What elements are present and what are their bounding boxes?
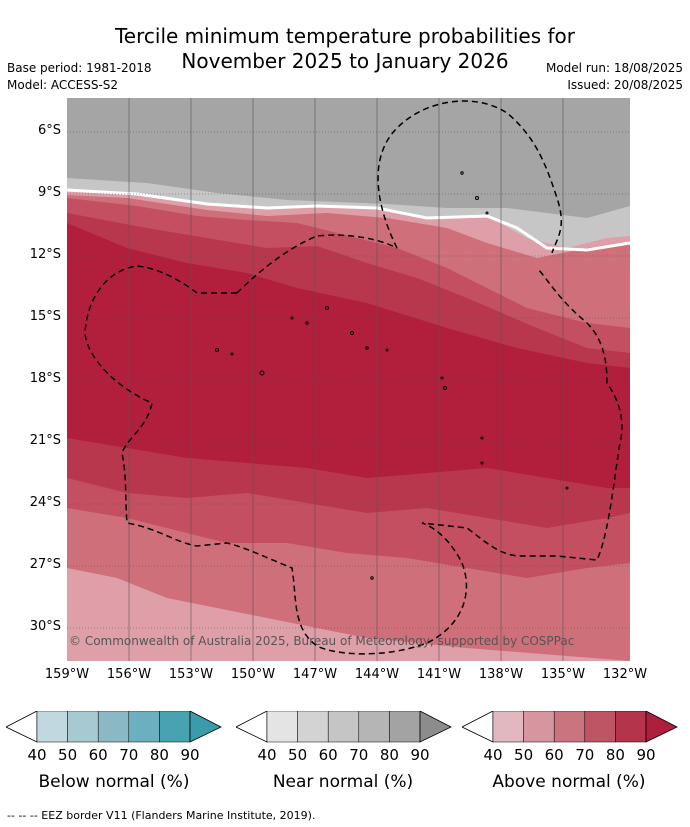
cbar-below-segment <box>97 711 130 743</box>
lat-label: 27°S <box>29 557 61 572</box>
cbar-tick: 80 <box>605 746 625 764</box>
meridians <box>128 98 564 661</box>
eez-footnote: -- -- -- EEZ border V11 (Flanders Marine… <box>7 809 316 822</box>
cbar-tick: 80 <box>379 746 399 764</box>
colorbar-above-normal <box>462 711 678 743</box>
lon-label: 141°W <box>416 667 462 682</box>
copyright-notice: © Commonwealth of Australia 2025, Bureau… <box>69 634 575 648</box>
model-name: Model: ACCESS-S2 <box>7 78 119 92</box>
cbar-above-low-triangle <box>462 711 494 743</box>
cbar-near-high-triangle <box>419 711 452 743</box>
meta-left: Base period: 1981-2018 Model: ACCESS-S2 <box>7 60 152 94</box>
lon-label: 150°W <box>230 667 276 682</box>
cbar-below-title: Below normal (%) <box>38 772 190 792</box>
lat-label: 6°S <box>37 123 61 138</box>
lat-label: 30°S <box>29 619 61 634</box>
cbar-near-segment <box>389 711 421 743</box>
cbar-below-high-triangle <box>189 711 222 743</box>
cbar-tick: 60 <box>544 746 564 764</box>
lon-label: 159°W <box>44 667 90 682</box>
cbar-near-segment <box>327 711 360 743</box>
model-run: Model run: 18/08/2025 <box>545 61 683 75</box>
cbar-near-segment <box>297 711 329 743</box>
cbar-above-segment <box>615 711 647 743</box>
cbar-tick: 70 <box>349 746 369 764</box>
cbar-tick: 80 <box>149 746 169 764</box>
cbar-below-segment <box>67 711 99 743</box>
cbar-above-segment <box>523 711 555 743</box>
cbar-tick: 70 <box>575 746 595 764</box>
colorbar-near-normal <box>236 711 452 743</box>
zone-near-dark <box>67 98 630 218</box>
lon-label: 132°W <box>602 667 648 682</box>
cbar-above-segment <box>553 711 586 743</box>
cbar-above-segment <box>492 711 524 743</box>
cbar-tick: 40 <box>483 746 503 764</box>
title-line-1: Tercile minimum temperature probabilitie… <box>114 24 576 48</box>
lat-label: 18°S <box>29 371 61 386</box>
cbar-tick: 90 <box>410 746 430 764</box>
lat-label: 12°S <box>29 247 61 262</box>
near-normal-boundary <box>67 188 630 252</box>
cbar-tick: 90 <box>180 746 200 764</box>
zone-above-50-south <box>67 568 630 661</box>
cbar-tick: 50 <box>514 746 534 764</box>
gridlines <box>67 131 630 629</box>
base-period: Base period: 1981-2018 <box>7 61 152 75</box>
cbar-tick: 70 <box>119 746 139 764</box>
lon-label: 138°W <box>478 667 524 682</box>
cbar-near-title: Near normal (%) <box>272 772 414 792</box>
eez-border-french-polynesia <box>84 265 623 655</box>
probability-map <box>67 98 630 661</box>
lat-label: 21°S <box>29 433 61 448</box>
cbar-tick: 50 <box>288 746 308 764</box>
cbar-tick: 90 <box>636 746 656 764</box>
cbar-above-segment <box>584 711 616 743</box>
lon-label: 153°W <box>168 667 214 682</box>
cbar-below-segment <box>159 711 191 743</box>
lat-label: 24°S <box>29 495 61 510</box>
cbar-tick: 60 <box>88 746 108 764</box>
cbar-tick: 40 <box>257 746 277 764</box>
meta-right: Model run: 18/08/2025 Issued: 20/08/2025 <box>546 60 683 94</box>
cbar-below-segment <box>36 711 68 743</box>
lat-label: 15°S <box>29 309 61 324</box>
cbar-tick: 40 <box>27 746 47 764</box>
cbar-above-high-triangle <box>645 711 678 743</box>
cbar-near-segment <box>358 711 390 743</box>
cbar-tick: 60 <box>318 746 338 764</box>
island-specks <box>215 171 569 580</box>
cbar-near-segment <box>266 711 298 743</box>
issued-date: Issued: 20/08/2025 <box>567 78 683 92</box>
colorbar-below-normal <box>6 711 222 743</box>
cbar-tick: 50 <box>58 746 78 764</box>
cbar-below-segment <box>128 711 160 743</box>
lon-label: 147°W <box>292 667 338 682</box>
cbar-below-low-triangle <box>6 711 38 743</box>
lon-label: 144°W <box>354 667 400 682</box>
cbar-near-low-triangle <box>236 711 268 743</box>
lon-label: 156°W <box>106 667 152 682</box>
title-line-2: November 2025 to January 2026 <box>181 49 509 73</box>
chart-title: Tercile minimum temperature probabilitie… <box>0 24 690 74</box>
eez-border-marquesas <box>377 100 562 254</box>
lat-label: 9°S <box>37 185 61 200</box>
lon-label: 135°W <box>540 667 586 682</box>
cbar-above-title: Above normal (%) <box>492 772 646 792</box>
